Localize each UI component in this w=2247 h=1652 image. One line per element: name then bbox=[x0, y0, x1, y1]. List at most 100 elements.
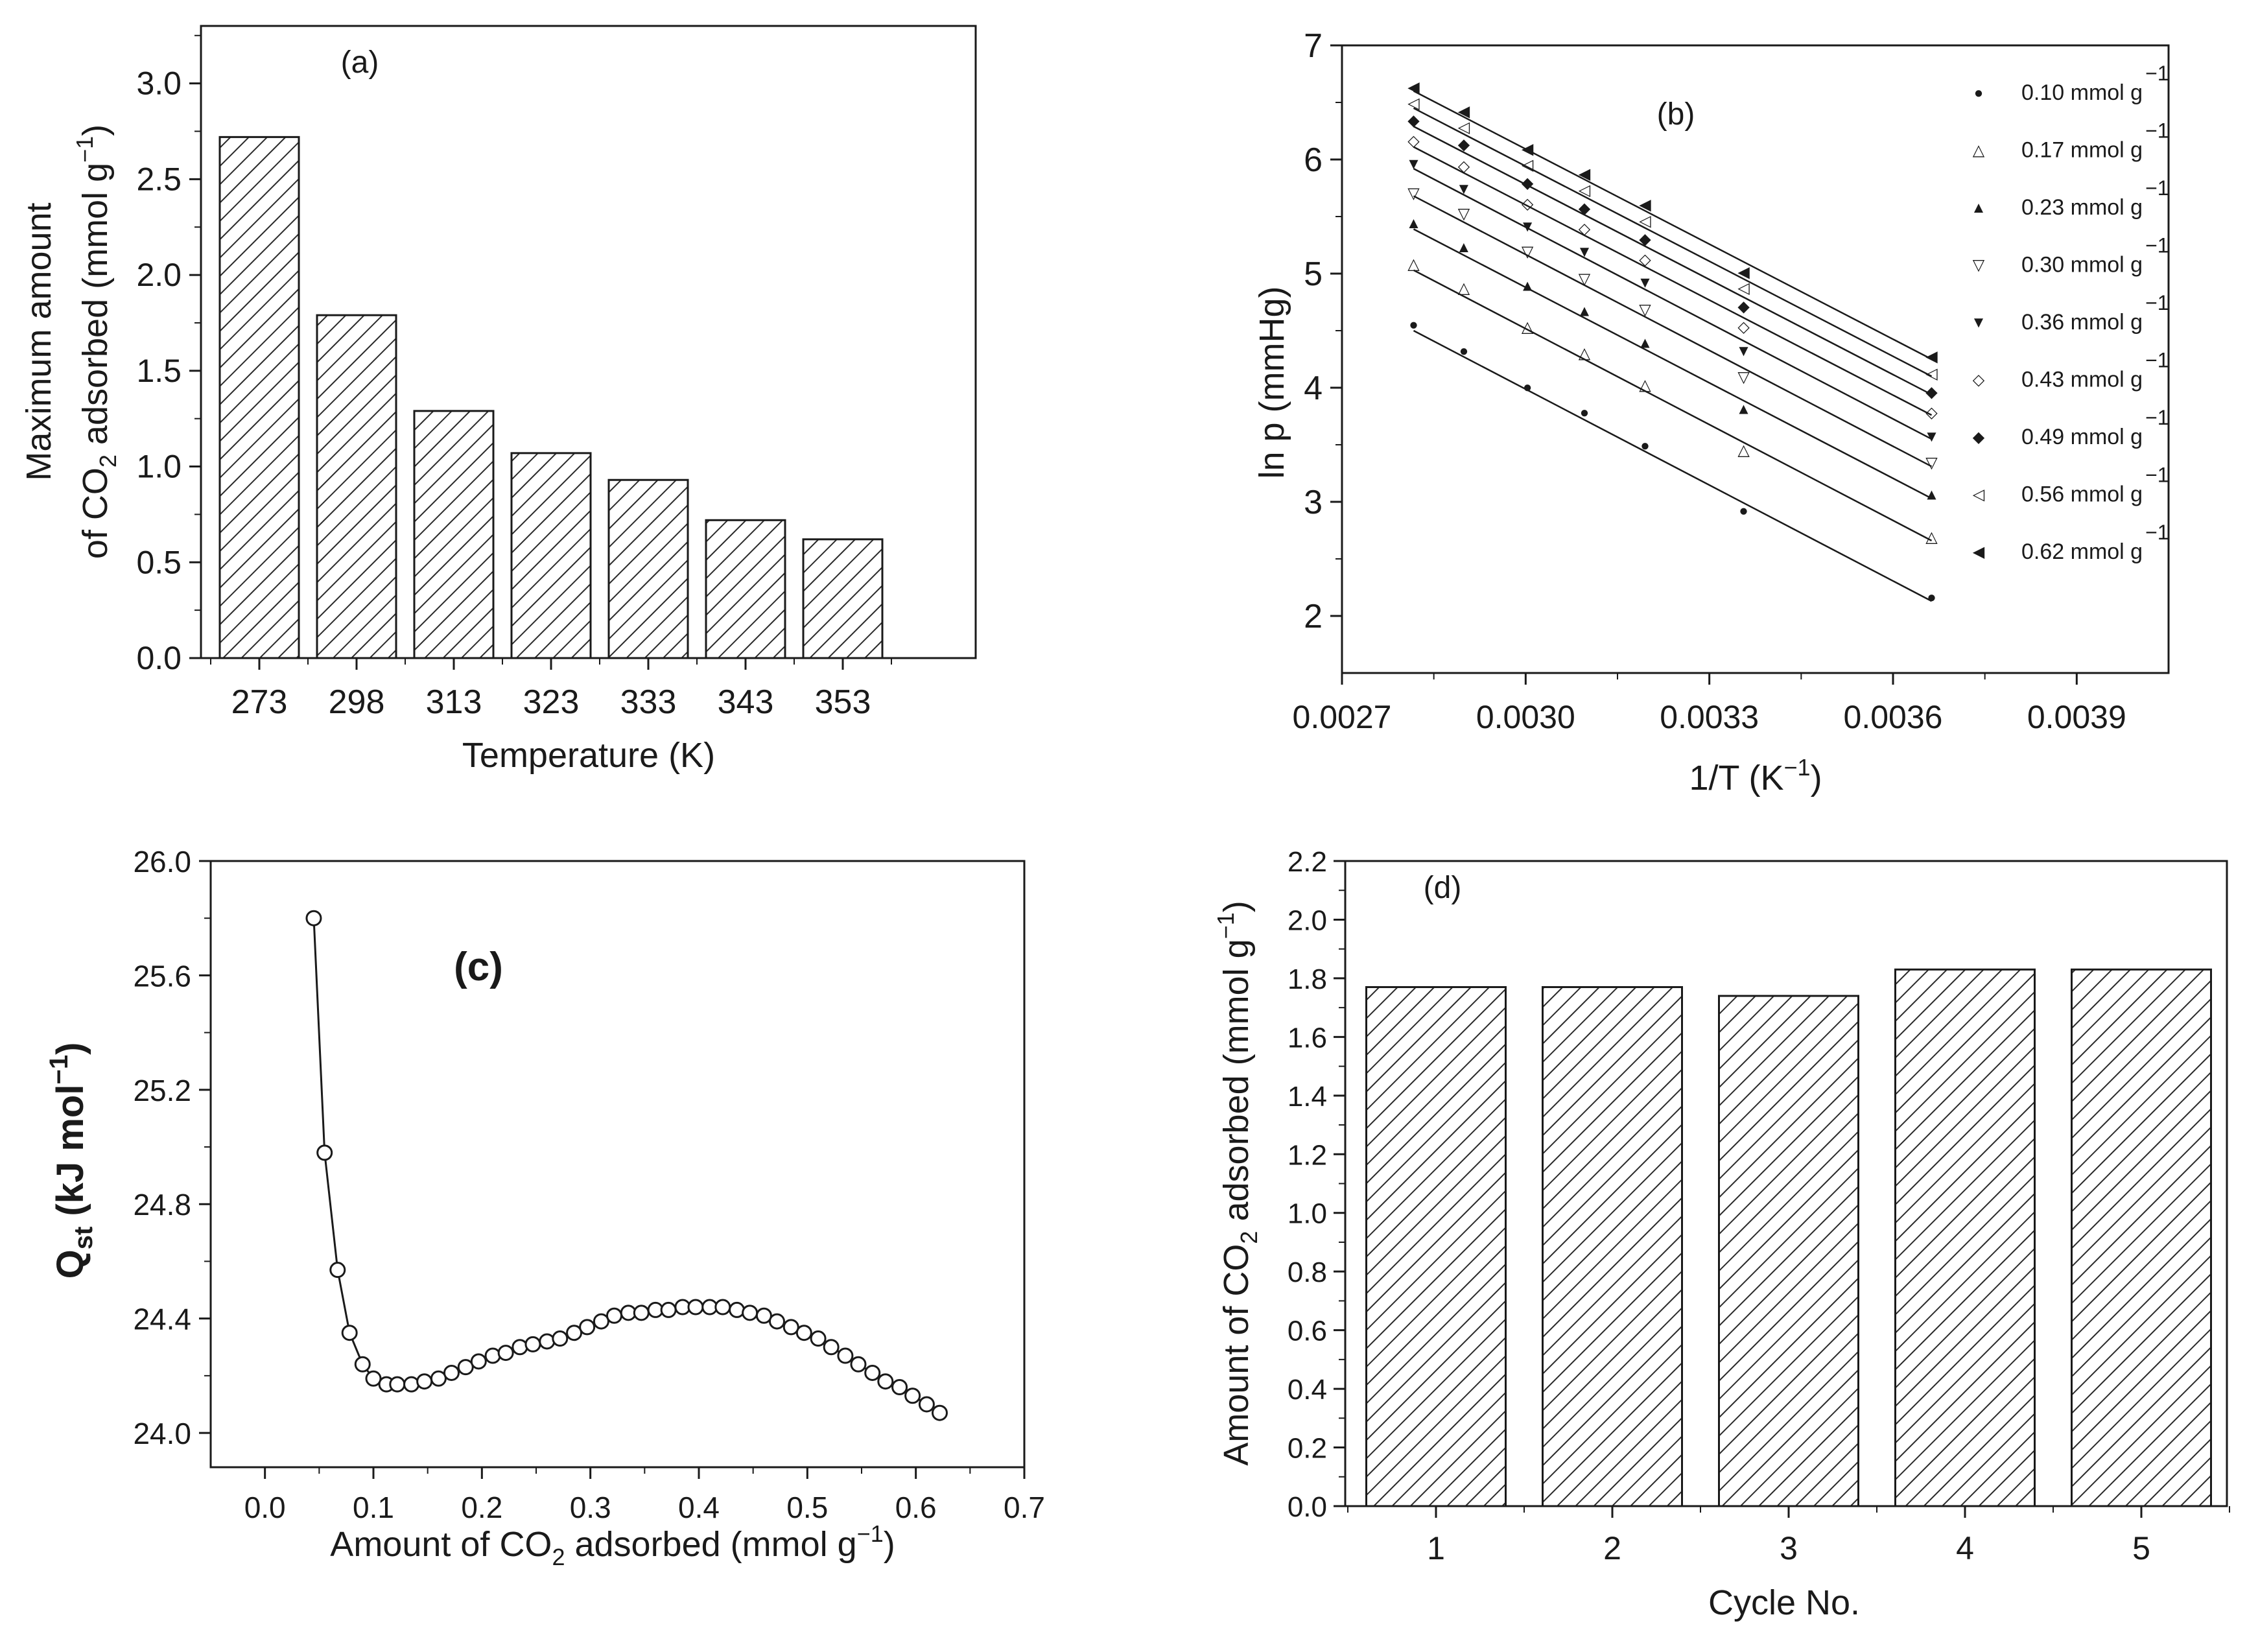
panel-b-point: ◆ bbox=[1579, 200, 1591, 217]
panel-c-chart: 24.0 24.4 24.8 25.2 25.6 26.0 0.0 0.1 0.2 0.3 0.4… bbox=[45, 845, 1045, 1570]
panel-b-legend-label: 0.23 mmol g−1 bbox=[2021, 176, 2169, 220]
panel-b-x-tick-label: 0.0033 bbox=[1660, 699, 1759, 735]
panel-b-legend-marker: ◁ bbox=[1973, 486, 1985, 504]
panel-a-y-tick-label: 0.0 bbox=[136, 640, 182, 676]
panel-b-point: ▼ bbox=[1456, 180, 1472, 198]
panel-a-y-label-line2: of CO2 adsorbed (mmol g−1) bbox=[71, 124, 121, 559]
panel-b-point: ▼ bbox=[1520, 218, 1535, 235]
panel-b-point: ● bbox=[1523, 379, 1533, 396]
panel-b-point: ▼ bbox=[1638, 274, 1653, 291]
panel-b-legend-marker: ◆ bbox=[1973, 429, 1985, 446]
panel-d-x-tick-label: 5 bbox=[2132, 1530, 2150, 1566]
panel-b-point: ◆ bbox=[1522, 174, 1534, 192]
panel-b-point: ● bbox=[1459, 342, 1469, 360]
panel-d-y-tick-label: 0.2 bbox=[1288, 1433, 1327, 1465]
panel-b-point: ● bbox=[1739, 502, 1748, 519]
panel-c-point bbox=[660, 1301, 677, 1318]
panel-d-x-tick-label: 2 bbox=[1603, 1530, 1621, 1566]
panel-c-x-tick-label: 0.4 bbox=[678, 1491, 720, 1524]
panel-d-y-tick-label: 1.8 bbox=[1288, 963, 1327, 995]
panel-c-point bbox=[755, 1307, 772, 1324]
panel-d-bar bbox=[1718, 995, 1859, 1507]
panel-b-y-tick-label: 2 bbox=[1304, 598, 1323, 635]
panel-d-y-tick-label: 1.4 bbox=[1288, 1081, 1327, 1113]
panel-b-point: ◆ bbox=[1407, 112, 1420, 129]
panel-a-x-tick-label: 323 bbox=[523, 683, 580, 721]
panel-c-point bbox=[931, 1404, 948, 1421]
panel-b-legend-label: 0.49 mmol g−1 bbox=[2021, 406, 2169, 449]
panel-c-point bbox=[524, 1336, 541, 1352]
panel-c-point bbox=[782, 1319, 799, 1336]
panel-b-legend-label: 0.30 mmol g−1 bbox=[2021, 234, 2169, 277]
panel-a-bar bbox=[316, 314, 397, 659]
panel-c-point bbox=[768, 1313, 785, 1330]
panel-b-point: ● bbox=[1927, 589, 1936, 606]
panel-a-bar bbox=[413, 410, 495, 659]
panel-c-curve bbox=[312, 918, 941, 1414]
panel-c-point bbox=[316, 1144, 333, 1161]
panel-c-point bbox=[416, 1373, 433, 1390]
panel-a-label: (a) bbox=[341, 45, 379, 80]
panel-b-point: ▲ bbox=[1638, 335, 1653, 352]
panel-b-point: ◁ bbox=[1407, 95, 1420, 112]
panel-b-y-tick-label: 5 bbox=[1304, 255, 1323, 293]
panel-d-x-tick-label: 4 bbox=[1956, 1530, 1974, 1566]
panel-c-x-tick-label: 0.7 bbox=[1004, 1491, 1045, 1524]
panel-b-point: ● bbox=[1640, 437, 1650, 454]
panel-b-legend-marker: ▼ bbox=[1971, 314, 1986, 331]
panel-b-chart: ● ● ● ● ● ● ● △ △ △ △ △ △ △ ▲ ▲ ▲ ▲ ▲ ▲ ▲ ▽ ▽ ▽ ▽ ▽ ▽ ▽ ▼ ▼ ▼ ▼ ▼ ▼ ▼ ◇ ◇ ◇ ◇ ◇… bbox=[1253, 27, 2170, 797]
panel-c-point bbox=[904, 1387, 921, 1404]
panel-d-bar bbox=[2071, 968, 2212, 1507]
panel-d-chart: 0.0 0.2 0.4 0.6 0.8 1.0 1.2 1.4 1.6 1.8 2.0 2.2 1 2 3… bbox=[1212, 846, 2230, 1622]
panel-a-x-tick-label: 333 bbox=[620, 683, 677, 721]
panel-d-y-tick-label: 0.0 bbox=[1288, 1491, 1327, 1523]
panel-b-point: △ bbox=[1737, 442, 1750, 459]
panel-b-y-tick-label: 3 bbox=[1304, 484, 1323, 521]
panel-c-point bbox=[389, 1376, 406, 1393]
panel-b-fit-line bbox=[1413, 228, 1933, 499]
panel-b-x-tick-label: 0.0039 bbox=[2027, 699, 2126, 735]
panel-b-point: ◀ bbox=[1407, 78, 1420, 96]
panel-d-y-tick-label: 1.2 bbox=[1288, 1139, 1327, 1171]
panel-a-y-tick-label: 0.5 bbox=[136, 544, 182, 580]
panel-d-bar bbox=[1894, 968, 2036, 1507]
panel-c-y-tick-label: 25.6 bbox=[133, 959, 191, 993]
panel-a-x-label: Temperature (K) bbox=[462, 736, 715, 775]
panel-b-point: ◀ bbox=[1639, 196, 1651, 214]
panel-c-point bbox=[430, 1370, 447, 1387]
panel-a-y-label-line1: Maximum amount bbox=[19, 202, 58, 480]
panel-b-point: ◁ bbox=[1737, 279, 1750, 297]
panel-d-y-tick-label: 1.0 bbox=[1288, 1198, 1327, 1230]
panel-b-frame bbox=[1341, 44, 2170, 674]
panel-b-fit-line bbox=[1413, 195, 1933, 467]
panel-b-legend-marker: ● bbox=[1974, 84, 1984, 102]
panel-c-point bbox=[633, 1304, 650, 1321]
panel-c-y-tick-label: 24.4 bbox=[133, 1303, 191, 1336]
panel-d-y-tick-label: 1.6 bbox=[1288, 1022, 1327, 1054]
panel-b-point: ◇ bbox=[1579, 220, 1591, 238]
panel-c-x-tick-label: 0.3 bbox=[570, 1491, 611, 1524]
panel-b-point: ▽ bbox=[1579, 270, 1591, 288]
panel-d-y-tick-label: 0.4 bbox=[1288, 1374, 1327, 1406]
panel-b-legend-label: 0.56 mmol g−1 bbox=[2021, 464, 2169, 507]
panel-c-point bbox=[729, 1301, 746, 1318]
panel-b-fit-line bbox=[1413, 167, 1933, 440]
panel-b-point: ◀ bbox=[1925, 348, 1938, 366]
panel-c-y-tick-label: 26.0 bbox=[133, 845, 191, 879]
panel-b-point: ▽ bbox=[1458, 206, 1470, 223]
panel-b-point: ◀ bbox=[1737, 263, 1750, 281]
panel-b-point: ◇ bbox=[1737, 318, 1750, 336]
panel-b-point: ▼ bbox=[1406, 155, 1422, 172]
panel-c-point bbox=[850, 1356, 867, 1373]
panel-b-x-label: 1/T (K−1) bbox=[1689, 754, 1822, 797]
panel-d-label: (d) bbox=[1424, 871, 1462, 905]
panel-c-point bbox=[714, 1299, 731, 1316]
panel-b-point: ◀ bbox=[1522, 140, 1534, 158]
panel-b-point: ▲ bbox=[1456, 239, 1472, 256]
panel-a-x-tick-label: 298 bbox=[329, 683, 385, 721]
panel-b-point: ▲ bbox=[1406, 215, 1422, 232]
panel-b-point: ● bbox=[1409, 316, 1418, 333]
panel-c-x-tick-label: 0.2 bbox=[461, 1491, 502, 1524]
panel-a-bar bbox=[705, 519, 786, 659]
